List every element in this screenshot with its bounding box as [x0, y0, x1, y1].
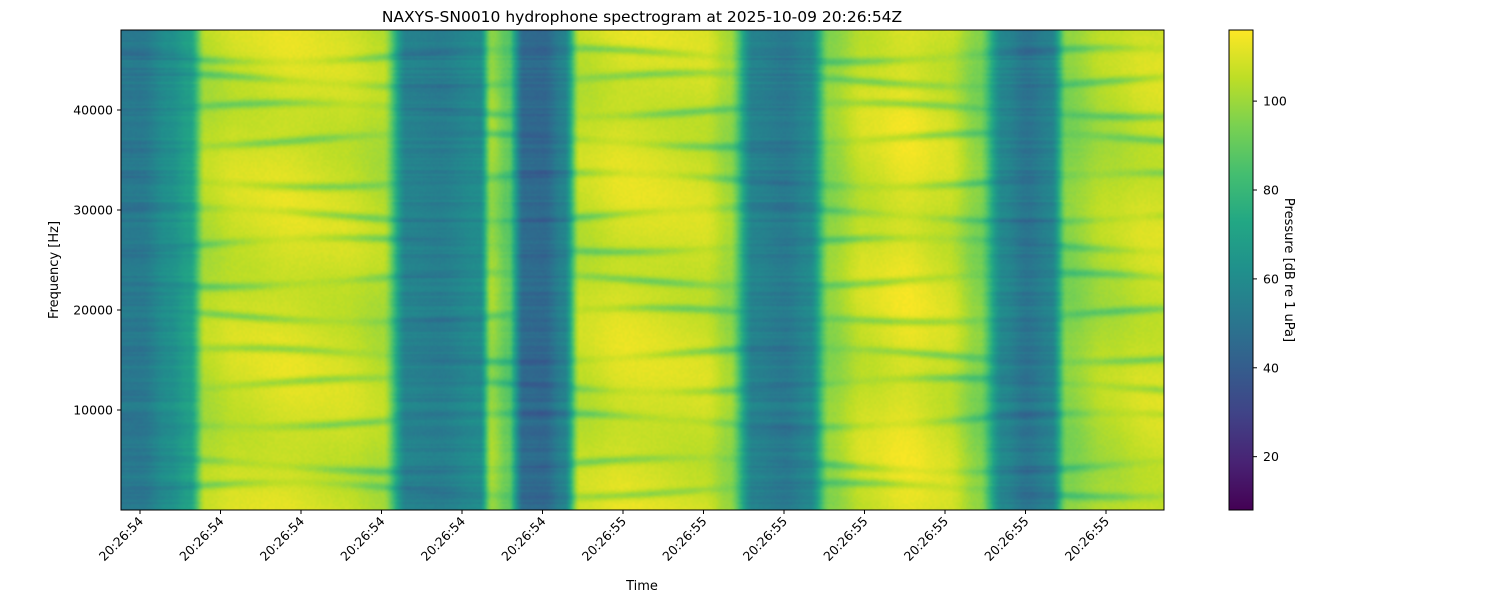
chart-title: NAXYS-SN0010 hydrophone spectrogram at 2…	[382, 8, 902, 26]
colorbar-tick-label: 80	[1263, 183, 1279, 198]
x-tick-label: 20:26:55	[981, 514, 1031, 564]
colorbar-tick-label: 40	[1263, 360, 1279, 375]
x-tick-label: 20:26:54	[176, 513, 226, 563]
y-axis: 10000 20000 30000 40000	[73, 103, 121, 418]
x-tick-label: 20:26:55	[820, 514, 870, 564]
y-tick-label: 10000	[73, 403, 113, 418]
plot-frame	[120, 29, 1165, 511]
x-tick-label: 20:26:55	[740, 514, 790, 564]
y-tick-label: 40000	[73, 103, 113, 118]
y-tick-label: 20000	[73, 303, 113, 318]
colorbar	[1228, 29, 1254, 511]
colorbar-axis: 20 40 60 80 100	[1253, 94, 1287, 464]
x-tick-label: 20:26:55	[579, 514, 629, 564]
spectrogram-image	[121, 30, 1164, 510]
x-tick-label: 20:26:54	[498, 513, 548, 563]
y-tick-label: 30000	[73, 203, 113, 218]
y-axis-label: Frequency [Hz]	[47, 221, 62, 319]
x-tick-label: 20:26:54	[418, 513, 468, 563]
colorbar-tick-label: 20	[1263, 449, 1279, 464]
plot-area	[121, 30, 1164, 510]
x-tick-label: 20:26:55	[659, 514, 709, 564]
x-tick-label: 20:26:54	[337, 513, 387, 563]
colorbar-label: Pressure [dB re 1 uPa]	[1281, 198, 1296, 342]
x-tick-label: 20:26:55	[901, 514, 951, 564]
x-tick-label: 20:26:54	[257, 513, 307, 563]
x-axis: 20:26:54 20:26:54 20:26:54 20:26:54 20:26:54…	[96, 510, 1112, 564]
colorbar-tick-label: 60	[1263, 271, 1279, 286]
x-tick-label: 20:26:55	[1062, 514, 1112, 564]
colorbar-tick-label: 100	[1263, 94, 1287, 109]
x-axis-label: Time	[625, 579, 658, 594]
x-tick-label: 20:26:54	[96, 513, 146, 563]
